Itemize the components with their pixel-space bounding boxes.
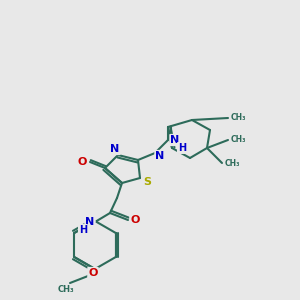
Text: N: N — [110, 144, 120, 154]
Text: O: O — [77, 157, 87, 167]
Text: CH₃: CH₃ — [231, 113, 247, 122]
Text: CH₃: CH₃ — [225, 158, 241, 167]
Text: CH₃: CH₃ — [231, 136, 247, 145]
Text: CH₃: CH₃ — [58, 284, 74, 293]
Text: H: H — [79, 225, 87, 235]
Text: N: N — [155, 151, 165, 161]
Text: O: O — [88, 268, 98, 278]
Text: H: H — [178, 143, 186, 153]
Text: N: N — [170, 135, 180, 145]
Text: S: S — [143, 177, 151, 187]
Text: O: O — [130, 215, 140, 225]
Text: N: N — [85, 217, 94, 227]
